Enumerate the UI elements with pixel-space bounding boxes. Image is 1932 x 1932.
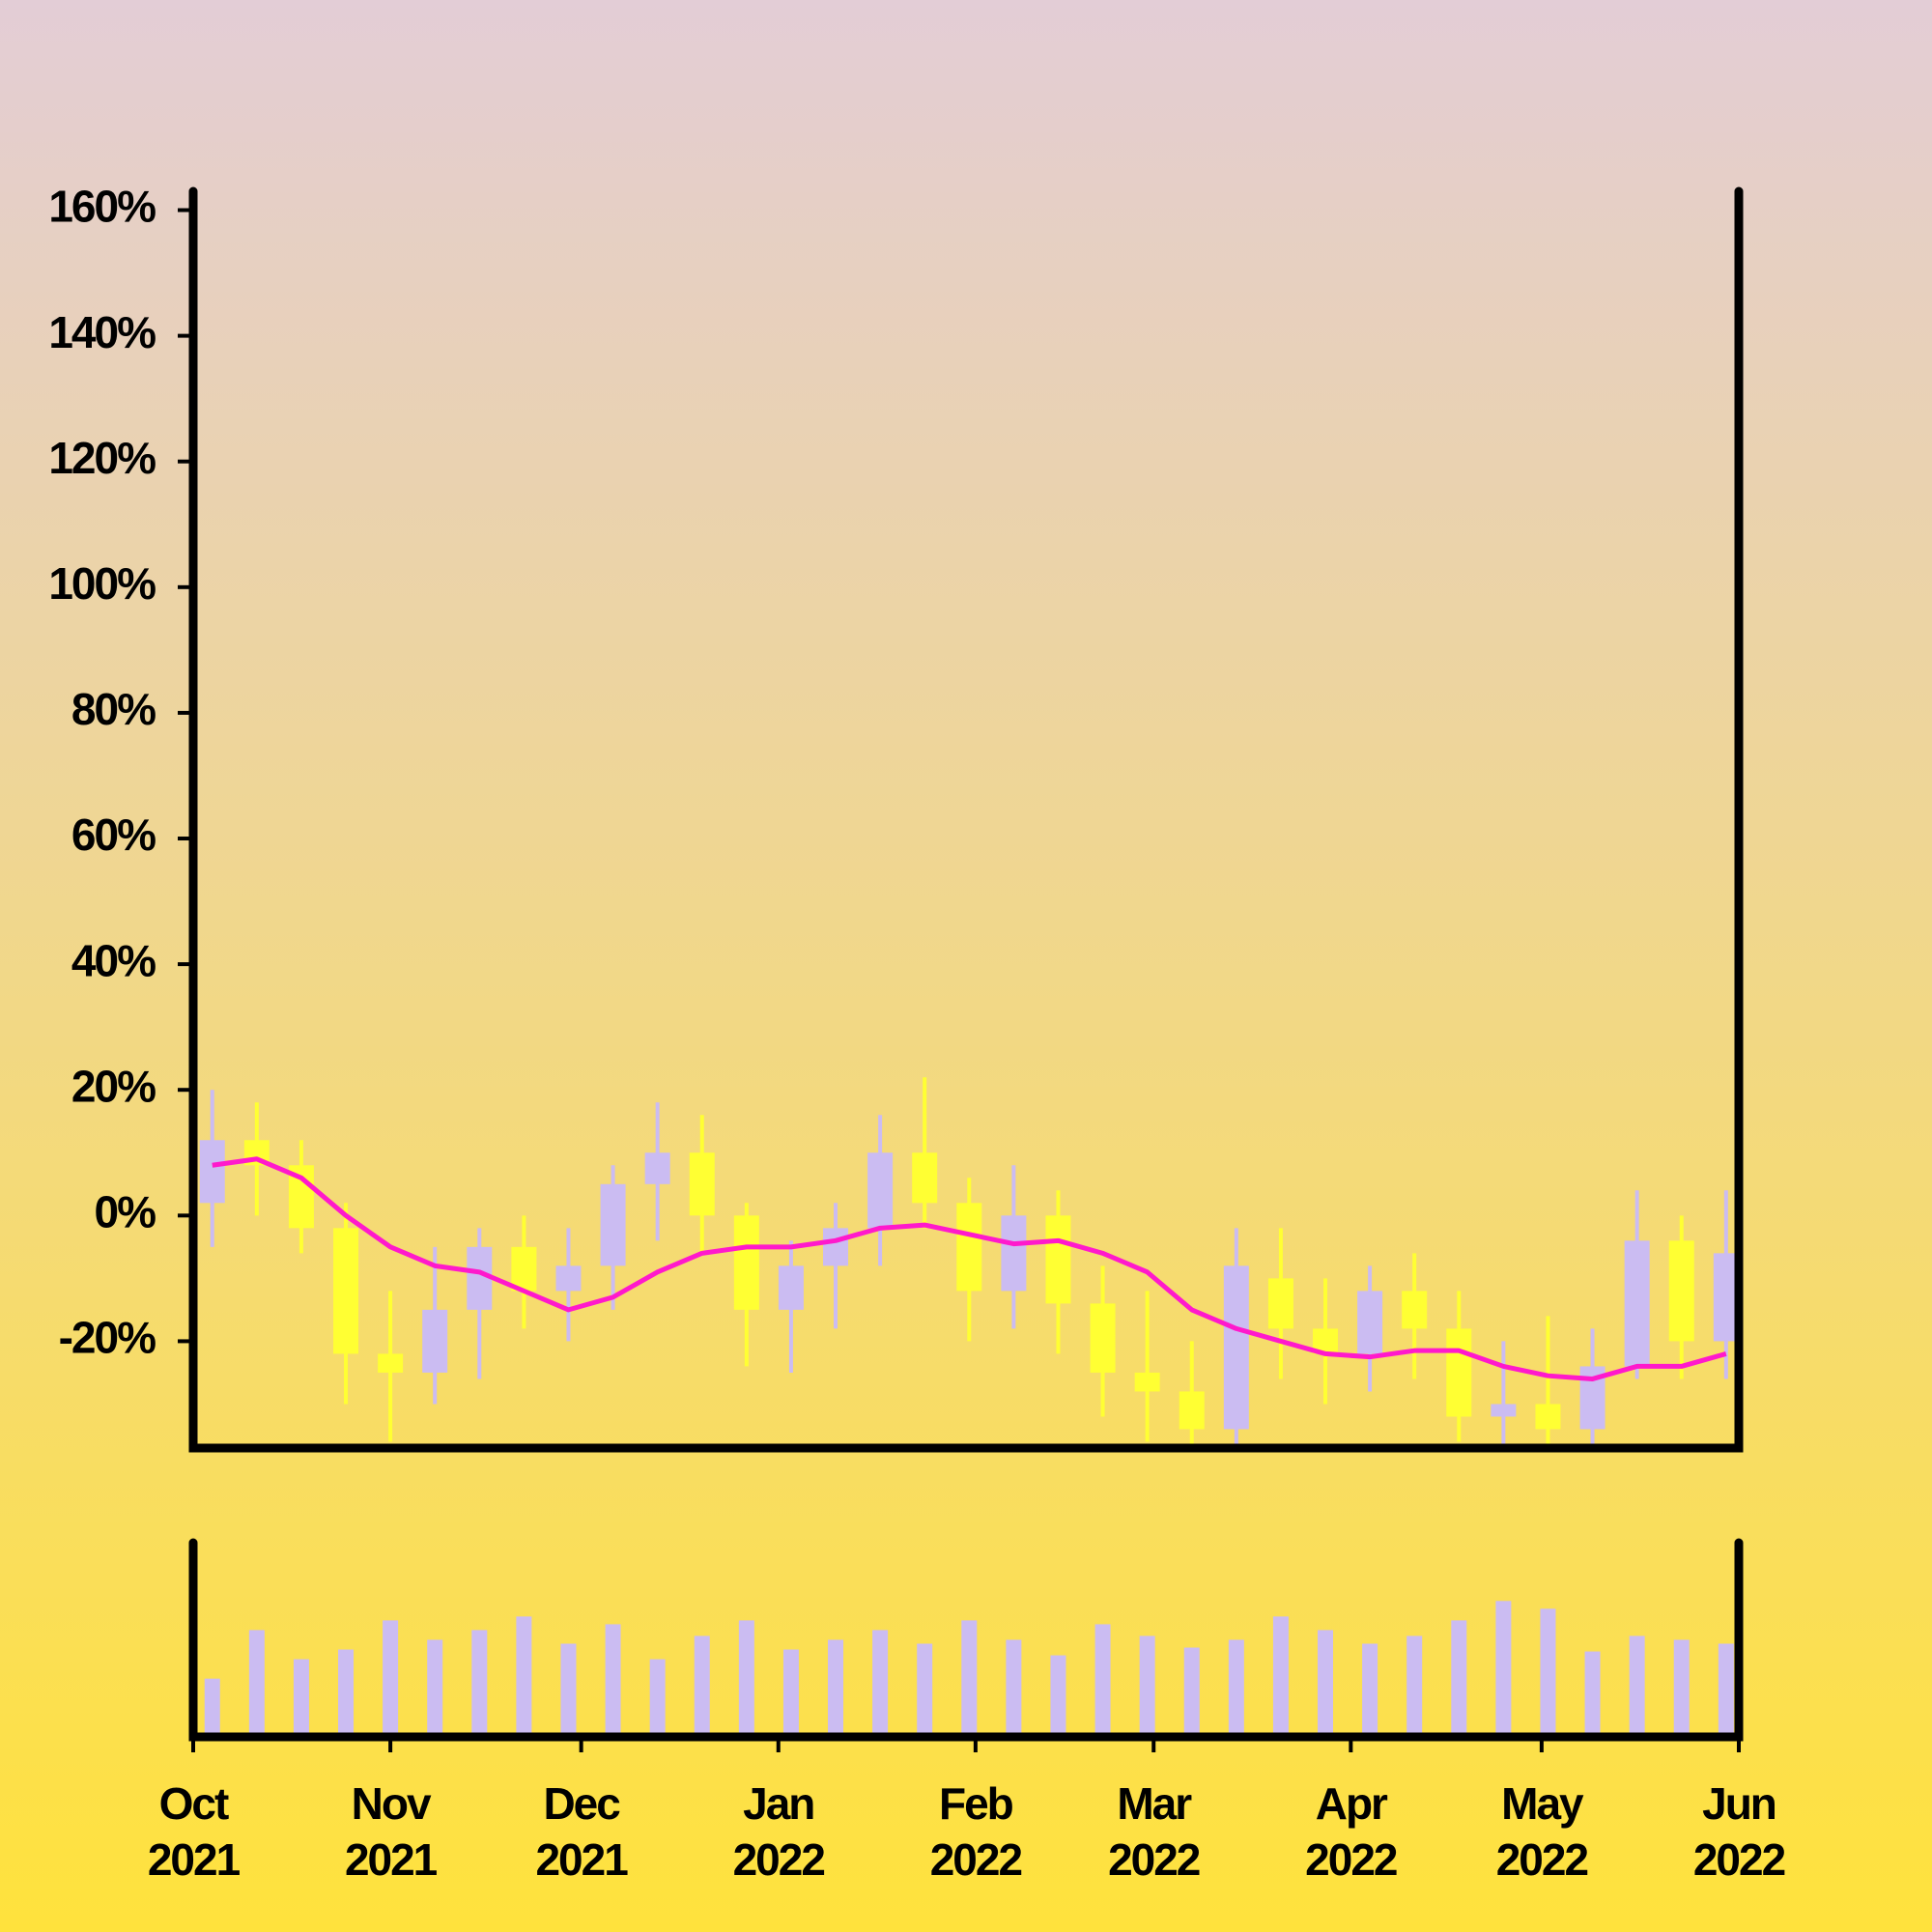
y-tick-label: -20% bbox=[59, 1313, 156, 1363]
y-tick-label: 120% bbox=[48, 433, 156, 483]
x-tick-label: Oct 2021 bbox=[147, 1778, 241, 1885]
candle-body bbox=[1045, 1215, 1071, 1304]
volume-bar bbox=[1362, 1643, 1378, 1737]
volume-bar bbox=[1139, 1635, 1155, 1737]
volume-bar bbox=[738, 1620, 754, 1737]
candle-body bbox=[511, 1246, 537, 1292]
x-tick-label: May 2022 bbox=[1495, 1778, 1589, 1885]
volume-bar bbox=[1050, 1655, 1066, 1737]
volume-bar bbox=[1540, 1608, 1556, 1737]
candle-body bbox=[778, 1265, 804, 1310]
volume-bar bbox=[1183, 1647, 1200, 1737]
volume-bar bbox=[383, 1620, 399, 1737]
volume-bar bbox=[872, 1630, 889, 1737]
candle-body bbox=[1090, 1303, 1116, 1373]
y-tick-label: 140% bbox=[48, 307, 156, 357]
candle-body bbox=[1668, 1240, 1694, 1342]
volume-bar bbox=[1094, 1624, 1111, 1737]
volume-bar bbox=[204, 1678, 220, 1737]
main-axes bbox=[188, 186, 1744, 1453]
x-tick-label: Jan 2022 bbox=[732, 1778, 826, 1885]
x-tick-label: Feb 2022 bbox=[929, 1778, 1023, 1885]
volume-bar bbox=[1318, 1630, 1334, 1737]
candle-body bbox=[1357, 1291, 1383, 1354]
candle-body bbox=[555, 1265, 582, 1292]
candle-body bbox=[1446, 1328, 1472, 1417]
x-tick-label: Dec 2021 bbox=[535, 1778, 628, 1885]
candle-body bbox=[1001, 1215, 1027, 1292]
volume-axes bbox=[188, 1538, 1744, 1742]
candle-body bbox=[1713, 1253, 1739, 1342]
volume-bar bbox=[649, 1659, 666, 1737]
candle-body bbox=[422, 1309, 448, 1373]
volume-bar bbox=[293, 1659, 309, 1737]
y-tick-label: 80% bbox=[71, 684, 156, 734]
volume-bar bbox=[560, 1643, 577, 1737]
volume-bar bbox=[1584, 1651, 1601, 1737]
candle-body bbox=[199, 1140, 225, 1204]
y-tick-label: 100% bbox=[48, 558, 156, 609]
candle-body bbox=[689, 1152, 715, 1216]
candle-body bbox=[333, 1228, 359, 1354]
volume-bar bbox=[1406, 1635, 1423, 1737]
candle-body bbox=[823, 1228, 849, 1266]
candle-body bbox=[467, 1246, 493, 1310]
x-tick-label: Jun 2022 bbox=[1692, 1778, 1786, 1885]
candle-body bbox=[912, 1152, 938, 1204]
candle-body bbox=[733, 1215, 759, 1310]
volume-bar bbox=[828, 1639, 844, 1737]
x-tick-label: Mar 2022 bbox=[1108, 1778, 1201, 1885]
candle-body bbox=[1267, 1278, 1293, 1329]
candle-body bbox=[867, 1152, 894, 1229]
volume-bar bbox=[1673, 1639, 1690, 1737]
y-tick-label: 20% bbox=[71, 1061, 156, 1111]
volume-bar bbox=[338, 1649, 355, 1737]
candle-body bbox=[600, 1183, 626, 1266]
candle-body bbox=[1179, 1391, 1205, 1430]
volume-bar bbox=[1495, 1601, 1512, 1737]
volume-bar bbox=[516, 1616, 532, 1737]
x-tick-label: Apr 2022 bbox=[1305, 1778, 1398, 1885]
candle-body bbox=[1402, 1291, 1428, 1329]
volume-bar bbox=[694, 1635, 710, 1737]
volume-bar bbox=[605, 1624, 621, 1737]
x-tick-label: Nov 2021 bbox=[344, 1778, 438, 1885]
volume-bar bbox=[1272, 1616, 1289, 1737]
volume-bar bbox=[1228, 1639, 1244, 1737]
y-tick-label: 40% bbox=[71, 935, 156, 985]
volume-bar bbox=[961, 1620, 978, 1737]
volume-bar bbox=[427, 1639, 443, 1737]
plot-area bbox=[199, 1077, 1739, 1448]
volume-bar bbox=[471, 1630, 488, 1737]
candle-body bbox=[1624, 1240, 1650, 1367]
candle-body bbox=[378, 1353, 404, 1373]
volume-bar bbox=[1718, 1643, 1734, 1737]
candle-body bbox=[1134, 1372, 1160, 1392]
y-tick-label: 160% bbox=[48, 182, 156, 232]
volume-bar bbox=[917, 1643, 933, 1737]
candle-body bbox=[644, 1152, 670, 1184]
volume-bar bbox=[1629, 1635, 1645, 1737]
moving-average-line bbox=[212, 1156, 1727, 1381]
candle-body bbox=[956, 1203, 982, 1292]
volume-bar bbox=[248, 1630, 265, 1737]
y-tick-label: 0% bbox=[95, 1186, 156, 1236]
candle-body bbox=[1535, 1404, 1561, 1430]
volume-bar bbox=[782, 1649, 799, 1737]
y-tick-label: 60% bbox=[71, 810, 156, 860]
volume-bar bbox=[1451, 1620, 1467, 1737]
candle-body bbox=[1223, 1265, 1249, 1430]
candle-body bbox=[1491, 1404, 1517, 1417]
volume-bar bbox=[1006, 1639, 1022, 1737]
